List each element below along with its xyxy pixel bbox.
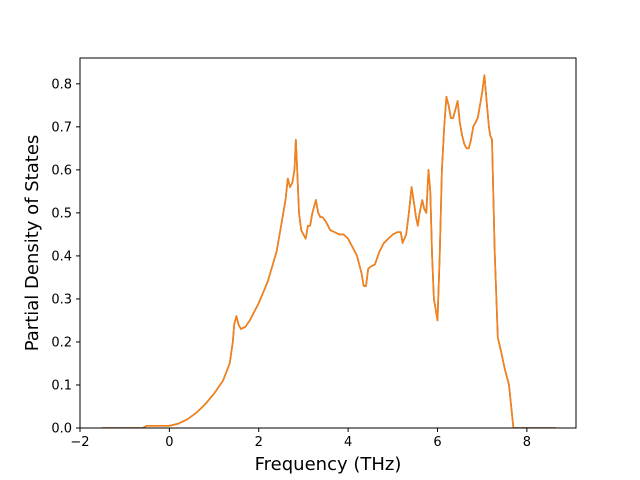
y-tick-label: 0.8 xyxy=(51,77,72,92)
y-tick-label: 0.2 xyxy=(51,335,72,350)
y-tick-label: 0.0 xyxy=(51,422,72,437)
y-tick-label: 0.5 xyxy=(51,206,72,221)
x-axis: −2 0 2 4 6 8 xyxy=(70,428,531,450)
y-axis: 0.0 0.1 0.2 0.3 0.4 0.5 0.6 0.7 0.8 xyxy=(51,77,80,437)
x-tick-label: 2 xyxy=(255,435,263,450)
x-tick-label: 8 xyxy=(523,435,531,450)
x-tick-label: 0 xyxy=(165,435,173,450)
y-tick-label: 0.4 xyxy=(51,249,72,264)
series-line-2 xyxy=(101,74,557,428)
y-tick-label: 0.6 xyxy=(51,163,72,178)
y-axis-title: Partial Density of States xyxy=(22,135,43,352)
x-tick-label: −2 xyxy=(70,435,89,450)
series-layer xyxy=(101,74,557,428)
plot-frame xyxy=(79,57,577,429)
y-tick-label: 0.7 xyxy=(51,120,72,135)
x-axis-title: Frequency (THz) xyxy=(255,454,402,475)
x-tick-label: 4 xyxy=(344,435,352,450)
x-tick-label: 6 xyxy=(433,435,441,450)
y-tick-label: 0.1 xyxy=(51,378,72,393)
y-tick-label: 0.3 xyxy=(51,292,72,307)
